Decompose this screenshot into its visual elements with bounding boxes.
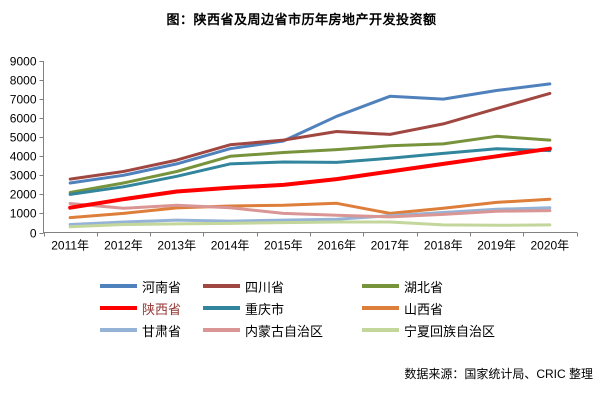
legend-item-hubei: 湖北省 bbox=[362, 275, 577, 297]
legend-item-shaanxi: 陕西省 bbox=[100, 297, 203, 319]
chart-title: 图：陕西省及周边省市历年房地产开发投资额 bbox=[166, 12, 437, 27]
y-axis-tick-label: 5000 bbox=[10, 131, 37, 145]
legend-label-ningxia: 宁夏回族自治区 bbox=[404, 323, 496, 339]
x-axis-tick-label: 2017年 bbox=[371, 239, 410, 253]
legend-label-hubei: 湖北省 bbox=[404, 279, 444, 295]
legend-label-shanxi: 山西省 bbox=[404, 301, 444, 317]
legend-label-chongqing: 重庆市 bbox=[245, 301, 285, 317]
legend-item-gansu: 甘肃省 bbox=[100, 319, 203, 341]
y-axis-tick-label: 4000 bbox=[10, 150, 37, 164]
chart-legend: 河南省 四川省 湖北省陕西省 重庆市 山西省甘肃省 内蒙古自治区 宁夏回族自治区 bbox=[100, 275, 577, 341]
legend-swatch-ningxia bbox=[362, 328, 399, 332]
legend-swatch-gansu bbox=[100, 328, 137, 332]
legend-label-sichuan: 四川省 bbox=[245, 279, 285, 295]
y-axis-tick-label: 9000 bbox=[10, 55, 37, 69]
series-line-sichuan bbox=[68, 91, 552, 181]
legend-swatch-inner-mongolia bbox=[203, 328, 240, 332]
series-line-gansu bbox=[68, 206, 552, 226]
y-axis-tick-label: 0 bbox=[30, 227, 37, 241]
legend-swatch-chongqing bbox=[203, 306, 240, 310]
legend-swatch-shaanxi bbox=[100, 306, 137, 310]
legend-item-chongqing: 重庆市 bbox=[203, 297, 362, 319]
legend-swatch-shanxi bbox=[362, 306, 399, 310]
legend-swatch-hubei bbox=[362, 284, 399, 288]
x-axis-tick-label: 2012年 bbox=[104, 239, 143, 253]
series-line-chongqing bbox=[68, 147, 552, 196]
x-axis-tick-label: 2019年 bbox=[477, 239, 516, 253]
x-axis-tick-label: 2020年 bbox=[530, 239, 569, 253]
series-line-ningxia bbox=[68, 220, 552, 229]
legend-label-henan: 河南省 bbox=[142, 279, 182, 295]
legend-item-inner-mongolia: 内蒙古自治区 bbox=[203, 319, 362, 341]
x-axis-tick-label: 2014年 bbox=[211, 239, 250, 253]
series-line-shanxi bbox=[68, 197, 552, 220]
y-axis-tick-label: 3000 bbox=[10, 169, 37, 183]
data-source-note: 数据来源：国家统计局、CRIC 整理 bbox=[404, 367, 593, 381]
series-line-inner-mongolia bbox=[68, 202, 552, 219]
x-axis-tick-label: 2016年 bbox=[317, 239, 356, 253]
legend-item-ningxia: 宁夏回族自治区 bbox=[362, 319, 577, 341]
x-axis-tick-label: 2018年 bbox=[424, 239, 463, 253]
series-line-hubei bbox=[68, 134, 552, 194]
x-axis-tick-label: 2011年 bbox=[51, 239, 89, 253]
legend-item-shanxi: 山西省 bbox=[362, 297, 577, 319]
y-axis-tick-label: 7000 bbox=[10, 93, 37, 107]
legend-label-inner-mongolia: 内蒙古自治区 bbox=[245, 323, 324, 339]
legend-item-sichuan: 四川省 bbox=[203, 275, 362, 297]
y-axis-tick-label: 6000 bbox=[10, 112, 37, 126]
legend-swatch-sichuan bbox=[203, 284, 240, 288]
legend-label-gansu: 甘肃省 bbox=[142, 323, 182, 339]
legend-item-henan: 河南省 bbox=[100, 275, 203, 297]
x-axis-tick-label: 2013年 bbox=[157, 239, 196, 253]
x-axis-tick-label: 2015年 bbox=[264, 239, 303, 253]
y-axis-tick-label: 1000 bbox=[10, 207, 37, 221]
y-axis-tick-label: 8000 bbox=[10, 74, 37, 88]
legend-swatch-henan bbox=[100, 284, 137, 288]
series-line-henan bbox=[68, 82, 552, 185]
y-axis-tick-label: 2000 bbox=[10, 188, 37, 202]
legend-label-shaanxi: 陕西省 bbox=[142, 301, 182, 317]
series-line-shaanxi bbox=[68, 146, 552, 210]
